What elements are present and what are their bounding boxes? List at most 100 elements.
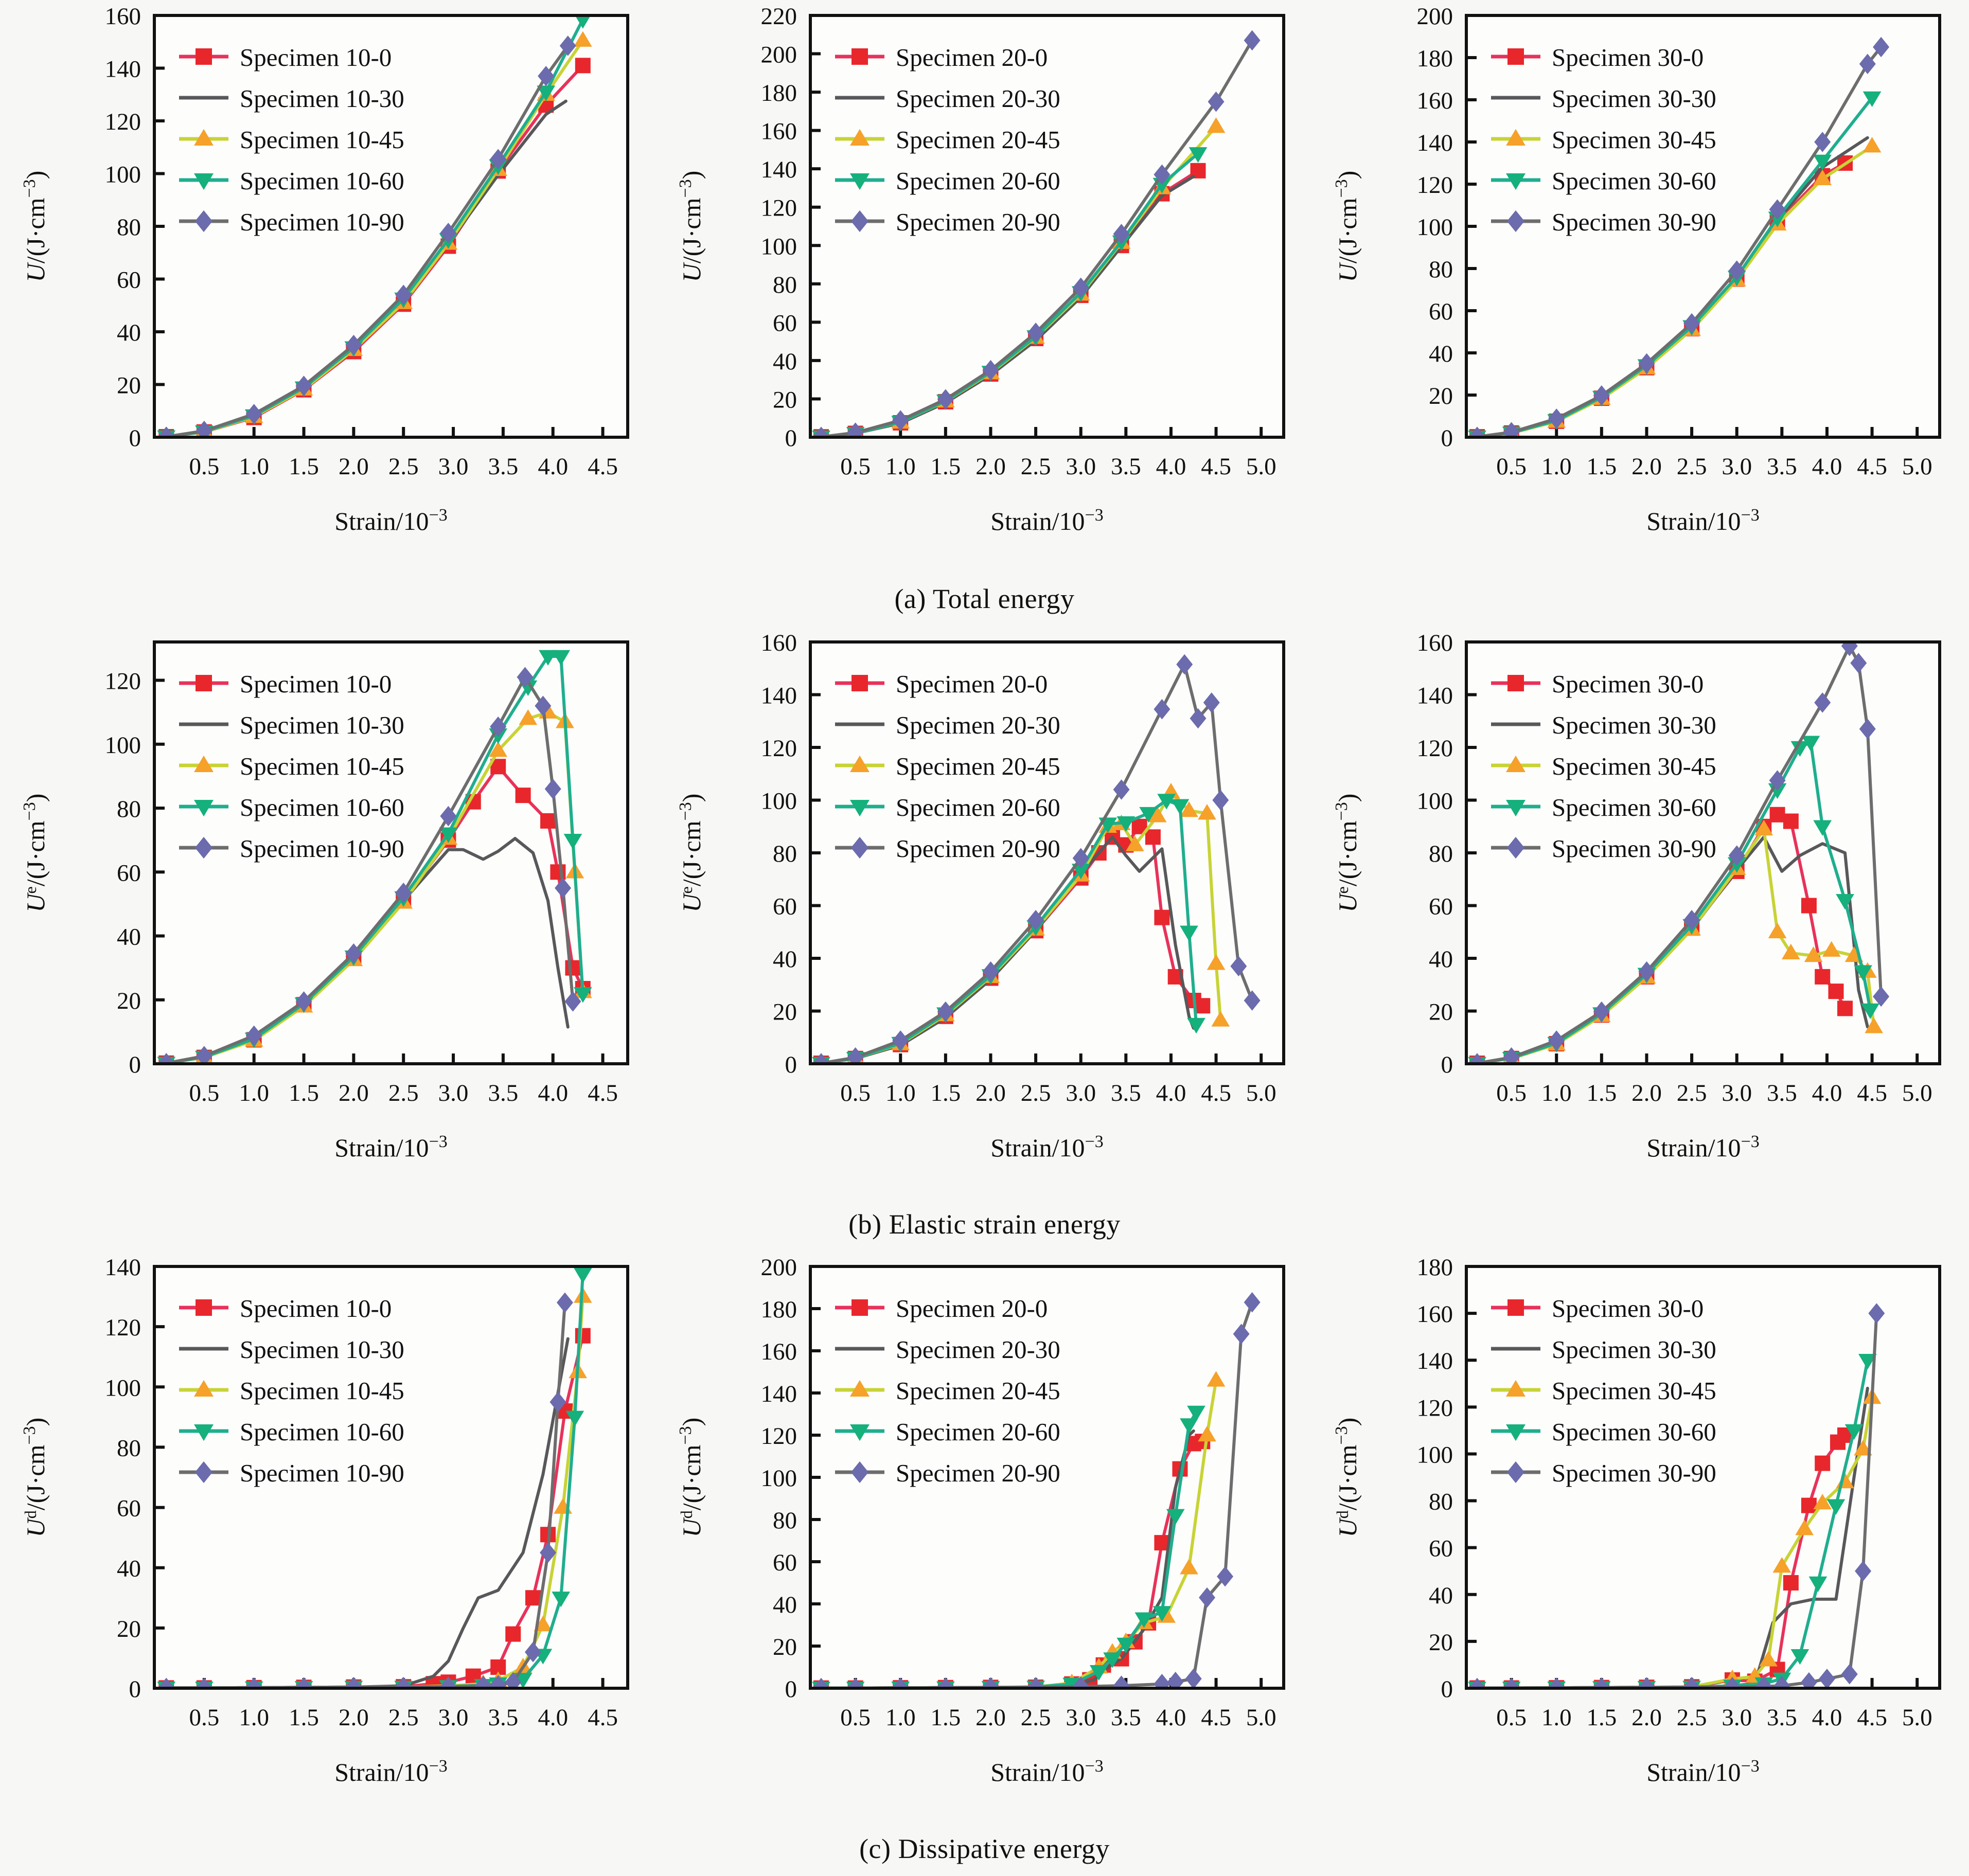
legend-item[interactable]: Specimen 30-0 — [1491, 670, 1704, 698]
series-marker — [982, 961, 999, 982]
panel-c2: 0.5 1.0 1.5 2.0 2.5 3.0 3.5 4.0 4.5 5.0 0 20 40 60 80 1… — [656, 1251, 1312, 1822]
y-tick-label: 100 — [1417, 214, 1453, 241]
legend-item[interactable]: Specimen 10-45 — [179, 1377, 404, 1405]
row-caption-b: (b) Elastic strain energy — [848, 1209, 1121, 1240]
series-marker — [1199, 1587, 1216, 1608]
legend-item[interactable]: Specimen 30-90 — [1491, 208, 1716, 236]
series-marker — [1783, 1575, 1799, 1591]
series-marker — [1828, 984, 1844, 999]
legend: Specimen 30-0 Specimen 30-30 Specimen 30-4… — [1491, 43, 1716, 236]
series-marker — [1157, 794, 1176, 810]
legend-item[interactable]: Specimen 20-30 — [835, 84, 1060, 113]
legend-item[interactable]: Specimen 20-45 — [835, 1377, 1060, 1405]
y-tick-label: 160 — [1417, 87, 1453, 114]
series-marker — [1152, 1606, 1172, 1622]
x-axis-title: Strain/10−3 — [1646, 1132, 1760, 1162]
legend-item[interactable]: Specimen 20-0 — [835, 1294, 1048, 1323]
legend-item[interactable]: Specimen 30-30 — [1491, 1335, 1716, 1364]
x-tick-label: 2.0 — [975, 1704, 1006, 1731]
x-tick-label: 3.5 — [1111, 453, 1141, 480]
legend-item[interactable]: Specimen 20-60 — [835, 167, 1060, 195]
series-marker — [197, 1677, 211, 1687]
legend-item[interactable]: Specimen 30-45 — [1491, 1377, 1716, 1405]
legend-item[interactable]: Specimen 30-0 — [1491, 43, 1704, 72]
y-tick-label: 120 — [761, 1423, 797, 1450]
legend-label: Specimen 30-30 — [1552, 1335, 1716, 1364]
legend-item[interactable]: Specimen 20-90 — [835, 1459, 1060, 1487]
legend-item[interactable]: Specimen 20-30 — [835, 1335, 1060, 1364]
legend-item[interactable]: Specimen 10-60 — [179, 167, 404, 195]
y-tick-label: 180 — [761, 80, 797, 106]
x-tick-label: 2.5 — [1021, 1704, 1051, 1731]
legend-item[interactable]: Specimen 30-90 — [1491, 834, 1716, 863]
legend-item[interactable]: Specimen 30-30 — [1491, 84, 1716, 113]
legend-label: Specimen 20-60 — [896, 1418, 1060, 1446]
legend-item[interactable]: Specimen 10-45 — [179, 752, 404, 780]
legend-item[interactable]: Specimen 30-45 — [1491, 126, 1716, 154]
y-tick-label: 20 — [773, 1634, 797, 1660]
legend-item[interactable]: Specimen 10-0 — [179, 43, 392, 72]
legend-item[interactable]: Specimen 20-60 — [835, 793, 1060, 821]
series-marker — [1113, 779, 1130, 800]
legend-item[interactable]: Specimen 30-90 — [1491, 1459, 1716, 1487]
series-marker — [564, 991, 581, 1012]
series-marker — [1166, 1509, 1185, 1525]
legend-item[interactable]: Specimen 30-0 — [1491, 1294, 1704, 1323]
x-tick-label: 4.0 — [1156, 1080, 1186, 1106]
legend-label: Specimen 10-60 — [240, 1418, 404, 1446]
series-marker — [440, 223, 457, 243]
series-line — [820, 1429, 1195, 1687]
series-marker — [1180, 801, 1198, 817]
series-marker — [490, 1659, 506, 1675]
series-marker — [938, 1677, 953, 1687]
legend-item[interactable]: Specimen 20-45 — [835, 126, 1060, 154]
legend-item[interactable]: Specimen 10-60 — [179, 793, 404, 821]
plot-frame — [1465, 1265, 1941, 1690]
series-marker — [246, 1677, 262, 1687]
series-marker — [847, 422, 864, 436]
legend-item[interactable]: Specimen 10-0 — [179, 670, 392, 698]
x-tick-label: 2.5 — [388, 1704, 419, 1731]
series-marker — [1862, 91, 1882, 107]
legend-label: Specimen 30-90 — [1552, 834, 1716, 863]
legend-marker-icon — [849, 129, 870, 146]
y-tick-label: 20 — [773, 386, 797, 413]
legend-item[interactable]: Specimen 30-60 — [1491, 793, 1716, 821]
series-layer — [1468, 37, 1890, 436]
series-layer — [812, 1292, 1261, 1687]
legend-marker-icon — [193, 129, 214, 146]
y-axis-title: U/(J·cm−3) — [676, 171, 706, 282]
legend-item[interactable]: Specimen 20-90 — [835, 834, 1060, 863]
y-tick-label: 60 — [1429, 894, 1453, 920]
legend-item[interactable]: Specimen 10-0 — [179, 1294, 392, 1323]
legend-item[interactable]: Specimen 20-45 — [835, 752, 1060, 780]
legend-item[interactable]: Specimen 10-30 — [179, 84, 404, 113]
legend-item[interactable]: Specimen 10-90 — [179, 1459, 404, 1487]
y-tick-label: 40 — [773, 348, 797, 375]
legend-item[interactable]: Specimen 30-60 — [1491, 167, 1716, 195]
x-tick-label: 1.0 — [239, 453, 269, 480]
y-tick-label: 80 — [1429, 256, 1453, 283]
y-tick-label: 180 — [761, 1296, 797, 1323]
legend-item[interactable]: Specimen 10-45 — [179, 126, 404, 154]
legend-item[interactable]: Specimen 30-30 — [1491, 711, 1716, 739]
legend-item[interactable]: Specimen 30-45 — [1491, 752, 1716, 780]
series-marker — [539, 650, 557, 666]
series-layer — [157, 1268, 592, 1687]
legend-item[interactable]: Specimen 20-0 — [835, 43, 1048, 72]
legend-item[interactable]: Specimen 20-0 — [835, 670, 1048, 698]
legend-item[interactable]: Specimen 10-90 — [179, 834, 404, 863]
x-tick-label: 4.5 — [588, 453, 618, 480]
x-tick-label: 4.5 — [1857, 1704, 1887, 1731]
legend-item[interactable]: Specimen 20-90 — [835, 208, 1060, 236]
legend: Specimen 10-0 Specimen 10-30 Specimen 10-4… — [179, 670, 404, 863]
series-marker — [1859, 719, 1876, 739]
legend-item[interactable]: Specimen 10-90 — [179, 208, 404, 236]
legend-item[interactable]: Specimen 10-60 — [179, 1418, 404, 1446]
legend-item[interactable]: Specimen 10-30 — [179, 1335, 404, 1364]
legend-item[interactable]: Specimen 20-60 — [835, 1418, 1060, 1446]
series-marker — [848, 1677, 863, 1687]
legend-item[interactable]: Specimen 20-30 — [835, 711, 1060, 739]
legend-item[interactable]: Specimen 10-30 — [179, 711, 404, 739]
legend-item[interactable]: Specimen 30-60 — [1491, 1418, 1716, 1446]
